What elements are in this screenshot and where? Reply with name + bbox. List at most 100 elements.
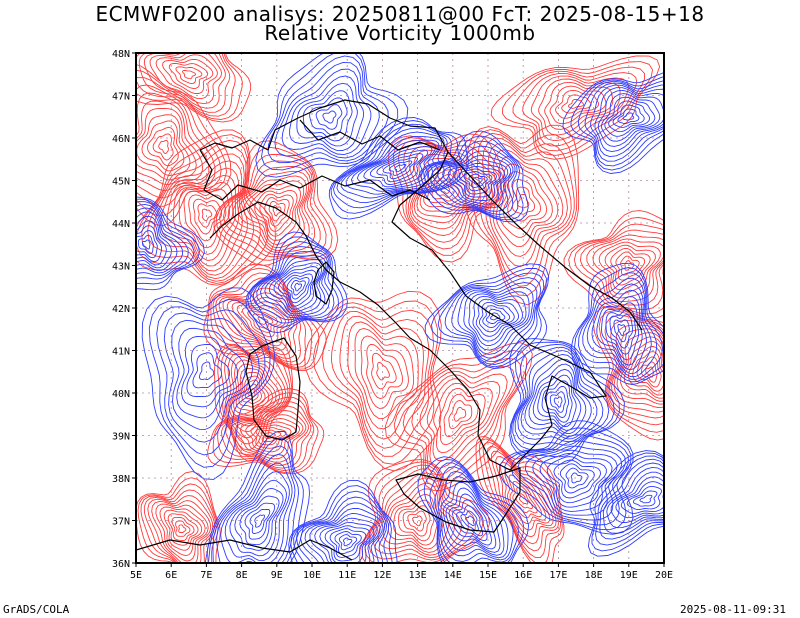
negative-vorticity-contour xyxy=(309,513,381,563)
positive-vorticity-contour xyxy=(147,126,179,167)
negative-vorticity-contour xyxy=(442,481,501,553)
positive-vorticity-contour xyxy=(544,81,614,130)
positive-vorticity-contour xyxy=(172,174,237,261)
border-north xyxy=(299,119,441,151)
positive-vorticity-contour xyxy=(487,143,568,268)
positive-vorticity-contour xyxy=(143,489,216,563)
positive-vorticity-contour xyxy=(136,53,236,117)
positive-vorticity-contour xyxy=(586,234,664,302)
positive-vorticity-contour xyxy=(486,445,560,552)
lon-tick-label: 13E xyxy=(409,570,427,581)
positive-vorticity-contour xyxy=(360,335,409,409)
positive-vorticity-contour xyxy=(166,167,240,267)
positive-vorticity-contour xyxy=(175,520,191,537)
lat-tick-label: 41N xyxy=(112,347,130,358)
positive-vorticity-contour xyxy=(615,251,646,281)
negative-vorticity-contour xyxy=(268,262,323,313)
negative-vorticity-contour xyxy=(330,120,463,214)
negative-vorticity-contour xyxy=(606,466,664,529)
chart-subtitle: Relative Vorticity 1000mb xyxy=(264,21,536,45)
positive-vorticity-contour xyxy=(620,336,664,402)
negative-vorticity-contour xyxy=(333,123,458,209)
negative-vorticity-contour xyxy=(468,173,488,188)
coastline-balkans xyxy=(447,151,643,331)
negative-vorticity-contour xyxy=(136,201,195,280)
negative-vorticity-contour xyxy=(181,336,238,408)
positive-vorticity-contour xyxy=(136,77,222,207)
negative-vorticity-contour xyxy=(382,156,418,180)
negative-vorticity-contour xyxy=(440,476,505,556)
positive-vorticity-contour xyxy=(610,247,651,286)
negative-vorticity-contour xyxy=(208,437,304,563)
negative-vorticity-contour xyxy=(472,295,524,342)
negative-vorticity-contour xyxy=(245,231,348,334)
lon-tick-label: 9E xyxy=(271,570,283,581)
positive-vorticity-contour xyxy=(573,223,664,310)
lon-tick-label: 7E xyxy=(200,570,212,581)
positive-vorticity-contour xyxy=(237,175,307,249)
negative-vorticity-contour xyxy=(394,163,407,173)
positive-vorticity-contour xyxy=(384,342,533,491)
positive-vorticity-contour xyxy=(197,203,218,228)
positive-vorticity-contour xyxy=(265,432,276,439)
positive-vorticity-contour xyxy=(140,483,217,563)
positive-vorticity-contour xyxy=(397,139,502,250)
negative-vorticity-contour xyxy=(463,171,493,192)
positive-vorticity-contour xyxy=(476,132,575,287)
negative-vorticity-contour xyxy=(442,159,509,205)
positive-vorticity-contour xyxy=(175,66,203,84)
negative-vorticity-contour xyxy=(329,528,367,558)
positive-vorticity-contour xyxy=(402,505,431,537)
positive-vorticity-contour xyxy=(136,100,204,186)
lon-tick-label: 18E xyxy=(585,570,603,581)
positive-vorticity-contour xyxy=(609,319,664,419)
positive-vorticity-contour xyxy=(479,438,563,563)
positive-vorticity-contour xyxy=(508,474,543,519)
positive-vorticity-contour xyxy=(136,64,232,227)
negative-vorticity-contour xyxy=(570,262,664,385)
negative-vorticity-contour xyxy=(336,127,451,204)
positive-vorticity-contour xyxy=(398,499,435,542)
positive-vorticity-contour xyxy=(491,450,557,545)
negative-vorticity-contour xyxy=(570,76,664,171)
lon-tick-label: 11E xyxy=(338,570,356,581)
positive-vorticity-contour xyxy=(376,361,390,381)
negative-vorticity-contour xyxy=(273,266,320,310)
negative-vorticity-contour xyxy=(420,135,524,221)
lat-tick-label: 36N xyxy=(112,559,130,570)
negative-vorticity-contour xyxy=(612,104,645,128)
negative-vorticity-contour xyxy=(220,462,293,563)
negative-vorticity-contour xyxy=(136,215,173,269)
positive-vorticity-contour xyxy=(339,315,424,440)
negative-vorticity-contour xyxy=(460,510,479,532)
lat-tick-label: 38N xyxy=(112,474,130,485)
negative-vorticity-contour xyxy=(553,459,602,499)
negative-vorticity-contour xyxy=(546,456,607,504)
negative-vorticity-contour xyxy=(322,110,337,124)
positive-vorticity-contour xyxy=(366,343,404,399)
positive-vorticity-contour xyxy=(136,53,252,123)
negative-vorticity-contour xyxy=(578,272,663,380)
footer-left: GrADS/COLA xyxy=(3,603,70,616)
positive-vorticity-contour xyxy=(158,139,169,154)
negative-vorticity-contour xyxy=(447,162,506,201)
negative-vorticity-contour xyxy=(148,299,271,468)
negative-vorticity-contour xyxy=(319,521,375,563)
positive-vorticity-contour xyxy=(465,124,580,306)
positive-vorticity-contour xyxy=(168,63,209,89)
positive-vorticity-contour xyxy=(611,324,664,413)
negative-vorticity-contour xyxy=(457,286,534,355)
negative-vorticity-contour xyxy=(171,319,254,431)
positive-vorticity-contour xyxy=(515,487,533,510)
lat-tick-label: 45N xyxy=(112,177,130,188)
coastline-italy xyxy=(199,99,607,471)
negative-vorticity-contour xyxy=(239,495,280,546)
positive-vorticity-contour xyxy=(221,401,312,469)
negative-vorticity-contour xyxy=(445,487,497,550)
positive-vorticity-contour xyxy=(482,441,562,559)
positive-vorticity-contour xyxy=(227,166,316,254)
positive-vorticity-contour xyxy=(471,129,578,297)
positive-vorticity-contour xyxy=(171,516,195,542)
negative-vorticity-contour xyxy=(315,104,343,130)
lon-tick-label: 15E xyxy=(479,570,497,581)
